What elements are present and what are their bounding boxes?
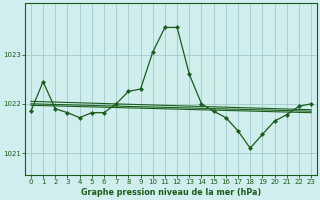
X-axis label: Graphe pression niveau de la mer (hPa): Graphe pression niveau de la mer (hPa) bbox=[81, 188, 261, 197]
